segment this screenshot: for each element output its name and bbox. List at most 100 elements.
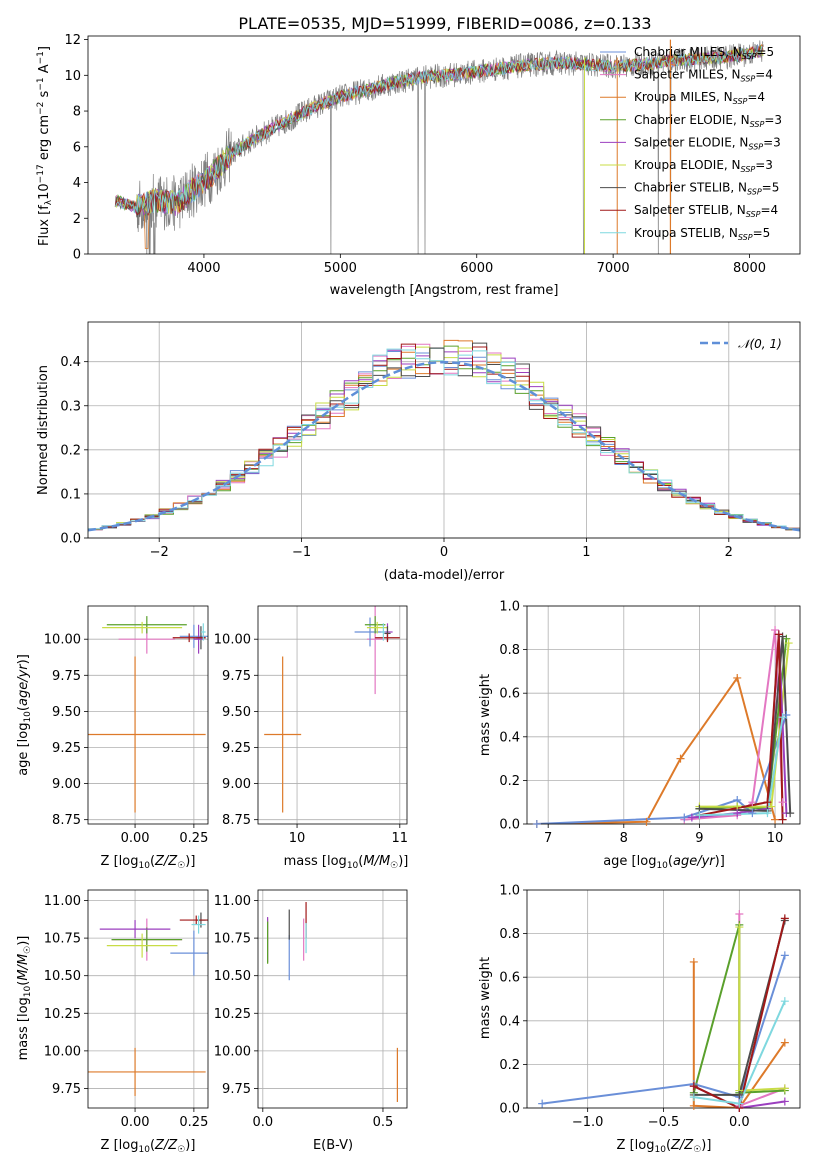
residuals-ylabel: Normed distribution: [36, 365, 51, 495]
mass-vs-ebv-plot-area: [267, 902, 398, 1102]
weight-vs-age-ytick-label: 0.0: [499, 818, 520, 833]
legend-entry-label: Salpeter MILES, NSSP=4: [634, 68, 773, 84]
legend-entry-label: Chabrier STELIB, NSSP=5: [634, 181, 779, 197]
mass-vs-ebv-frame: [257, 889, 408, 1109]
weight-marker: [689, 1101, 698, 1110]
weight-marker: [735, 1099, 744, 1108]
mass-vs-ebv-ytick-label: 10.50: [214, 969, 251, 984]
weight-marker: [778, 713, 787, 722]
weight-marker: [780, 1038, 789, 1047]
age-vs-z-ytick-label: 9.00: [52, 777, 81, 792]
spectrum-xtick-label: 8000: [733, 261, 766, 276]
mass-vs-ebv-xtick-label: 0.5: [373, 1115, 394, 1130]
weight-line: [542, 955, 786, 1105]
weight-line: [699, 636, 792, 814]
mass-vs-z-ytick-label: 10.00: [44, 1044, 81, 1059]
age-vs-mass-panel: 10 11 8.75 9.00 9.25 9.50 9.75 10.00 mass [log10…: [214, 605, 409, 871]
spectrum-model-line: [114, 46, 764, 214]
mass-vs-z-frame: [87, 889, 209, 1109]
residuals-ytick-label: 0.0: [60, 532, 81, 547]
spectrum-xtick-label: 6000: [460, 261, 493, 276]
legend-entry-label: Salpeter STELIB, NSSP=4: [634, 203, 778, 219]
legend-entry-label: Kroupa ELODIE, NSSP=3: [634, 158, 773, 174]
weight-vs-z-ytick-label: 0.8: [499, 927, 520, 942]
age-vs-z-xlabel: Z [log10(Z/Z☉)]: [101, 854, 196, 871]
age-vs-z-plot-area: [88, 616, 208, 813]
age-vs-mass-xtick-label: 10: [289, 831, 306, 846]
age-vs-mass-ytick-label: 10.00: [214, 633, 251, 648]
spectrum-panel: 4000 5000 6000 7000 8000 0 2 4 6 8 10 12 Chabrier MI…: [36, 33, 801, 298]
mass-vs-z-panel: 0.00 0.25 9.75 10.00 10.25 10.50 10.75 11.00 Z […: [16, 889, 209, 1155]
weight-vs-age-xtick-label: 9: [695, 831, 703, 846]
legend-entry-label: Chabrier ELODIE, NSSP=3: [634, 113, 782, 129]
spectrum-frame: [87, 35, 801, 255]
legend-entry-label: Chabrier MILES, NSSP=5: [634, 45, 774, 61]
residuals-panel: −2 −1 0 1 2 0.0 0.1 0.2 0.3 0.4 𝒩(0, 1) (data-model…: [36, 321, 801, 583]
weight-vs-age-ytick-label: 0.8: [499, 643, 520, 658]
mass-vs-z-ytick-label: 10.75: [44, 932, 81, 947]
weight-marker: [689, 1093, 698, 1102]
weight-vs-age-xtick-label: 10: [767, 831, 784, 846]
weight-vs-age-plot-area: [536, 629, 792, 824]
age-vs-mass-xlabel: mass [log10(M/M☉)]: [284, 854, 409, 871]
weight-vs-age-xlabel: age [log10(age/yr)]: [603, 854, 725, 871]
weight-vs-z-ytick-label: 0.6: [499, 971, 520, 986]
residuals-ytick-label: 0.4: [60, 355, 81, 370]
legend-entry-label: 𝒩(0, 1): [738, 337, 782, 351]
weight-marker: [680, 813, 689, 822]
weight-marker: [532, 820, 541, 828]
age-vs-mass-ytick-label: 9.50: [222, 705, 251, 720]
weight-marker: [780, 951, 789, 960]
spectrum-ytick-label: 2: [73, 212, 81, 227]
weight-marker: [763, 798, 772, 807]
weight-marker: [642, 817, 651, 826]
mass-vs-ebv-panel: 0.0 0.5 9.75 10.00 10.25 10.50 10.75 11.00 E(B-V…: [214, 889, 408, 1153]
spectrum-xtick-label: 4000: [187, 261, 220, 276]
weight-line: [692, 961, 786, 1108]
weight-vs-age-ytick-label: 0.6: [499, 687, 520, 702]
mass-vs-z-ytick-label: 10.50: [44, 969, 81, 984]
spectrum-ytick-label: 6: [73, 140, 81, 155]
age-vs-z-frame: [87, 605, 209, 825]
mass-vs-z-xlabel: Z [log10(Z/Z☉)]: [101, 1138, 196, 1155]
age-vs-mass-xtick-label: 11: [392, 831, 409, 846]
weight-marker: [689, 957, 698, 966]
weight-marker: [687, 813, 696, 822]
age-vs-mass-ytick-label: 9.00: [222, 777, 251, 792]
weight-vs-z-xtick-label: −0.5: [648, 1115, 680, 1130]
age-vs-z-ytick-label: 9.25: [52, 741, 81, 756]
weight-marker: [733, 673, 742, 682]
legend-entry-label: Salpeter ELODIE, NSSP=3: [634, 135, 781, 151]
spectrum-xtick-label: 5000: [324, 261, 357, 276]
mass-vs-z-ytick-label: 9.75: [52, 1082, 81, 1097]
age-vs-mass-ytick-label: 9.25: [222, 741, 251, 756]
weight-vs-z-ytick-label: 0.0: [499, 1102, 520, 1117]
weight-vs-z-xlabel: Z [log10(Z/Z☉)]: [617, 1138, 712, 1155]
mass-vs-ebv-ytick-label: 10.75: [214, 932, 251, 947]
weight-vs-age-xtick-label: 7: [544, 831, 552, 846]
weight-marker: [780, 1097, 789, 1106]
weight-vs-age-panel: 7 8 9 10 0.0 0.2 0.4 0.6 0.8 1.0 age [log10(age/yr…: [478, 600, 801, 871]
weight-marker: [774, 630, 783, 639]
mass-vs-z-xtick-label: 0.25: [179, 1115, 208, 1130]
residuals-xtick-label: −2: [150, 545, 169, 560]
mass-vs-ebv-ytick-label: 9.75: [222, 1082, 251, 1097]
spectrum-ytick-label: 10: [64, 69, 81, 84]
weight-marker: [778, 798, 787, 807]
age-vs-z-ylabel: age [log10(age/yr)]: [16, 654, 33, 776]
mass-vs-z-ytick-label: 11.00: [44, 894, 81, 909]
age-vs-mass-ytick-label: 9.75: [222, 669, 251, 684]
weight-marker: [695, 811, 704, 820]
residuals-xtick-label: 0: [440, 545, 448, 560]
weight-marker: [778, 815, 787, 824]
weight-vs-z-ytick-label: 1.0: [499, 884, 520, 899]
weight-marker: [763, 809, 772, 818]
weight-vs-z-plot-area: [542, 914, 786, 1108]
age-vs-z-ytick-label: 10.00: [44, 633, 81, 648]
weight-vs-z-xtick-label: −1.0: [572, 1115, 604, 1130]
weight-vs-age-ytick-label: 1.0: [499, 600, 520, 615]
weight-marker: [780, 997, 789, 1006]
residuals-ytick-label: 0.1: [60, 487, 81, 502]
